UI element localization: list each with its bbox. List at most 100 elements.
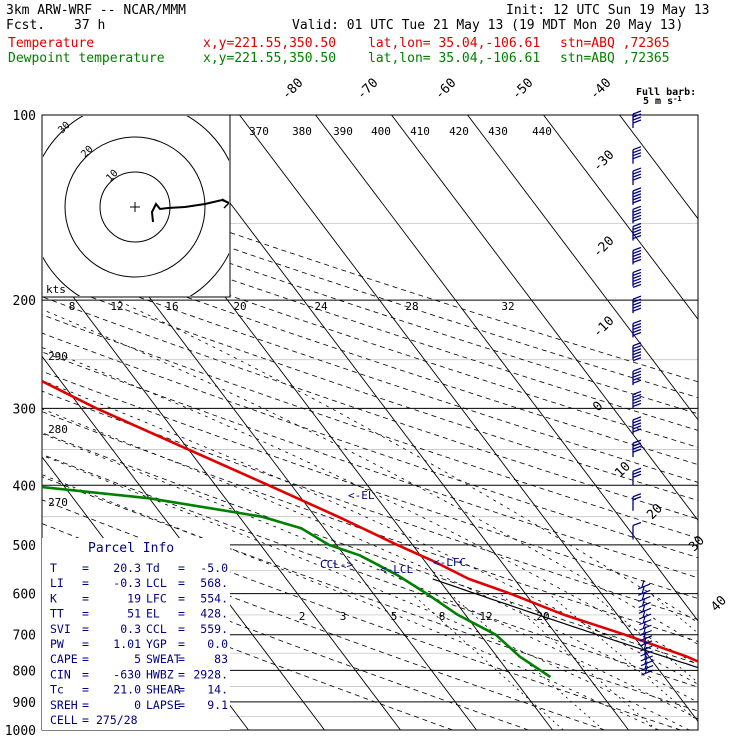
- mixing-ratio-line: [449, 593, 604, 730]
- parcel-value: -5.0: [200, 561, 228, 575]
- theta-label: 430: [488, 125, 508, 138]
- dry-adiabat-line: [42, 244, 698, 466]
- wind-barb-flag: [632, 208, 642, 213]
- wind-barb-flag: [632, 402, 642, 408]
- wind-barb-flag: [632, 370, 642, 375]
- theta-label: 410: [410, 125, 430, 138]
- wind-barb-flag: [632, 354, 642, 359]
- barb-legend-speed: 5 m s: [643, 96, 673, 107]
- wind-barb-low-flag: [642, 620, 647, 629]
- wind-barb-flag: [632, 222, 642, 228]
- wind-barb: [632, 416, 642, 434]
- wind-barb-flag: [632, 399, 642, 405]
- wind-barb-flag: [632, 442, 642, 447]
- wind-barb-flag: [632, 473, 642, 478]
- parcel-value: 554.: [200, 591, 228, 605]
- wind-barb-flag: [632, 367, 642, 372]
- parcel-equals: =: [178, 667, 185, 681]
- wind-barb-flag: [632, 357, 642, 362]
- wind-barb-flag: [632, 214, 642, 219]
- annotation-ccl: CCL->: [320, 558, 353, 571]
- parcel-info-title: Parcel Info: [88, 541, 174, 556]
- parcel-value: 14.: [207, 683, 228, 697]
- wind-barb-flag: [632, 439, 642, 444]
- isotherm-label: -20: [590, 234, 617, 261]
- wind-barb-flag: [632, 379, 642, 384]
- wind-barb-flag: [632, 146, 642, 151]
- theta-label: 440: [532, 125, 552, 138]
- wind-barb-low-flag: [643, 626, 647, 634]
- wind-barb-low-flag: [641, 579, 645, 588]
- dry-adiabat-line: [42, 573, 453, 730]
- wind-barb-flag: [632, 393, 642, 399]
- wind-barb: [632, 205, 642, 224]
- parcel-dry-path: [432, 578, 698, 669]
- wind-barb-low-flag: [644, 656, 648, 664]
- moist-adiabat-line: [42, 379, 698, 685]
- temperature-station: stn=ABQ ,72365: [560, 36, 670, 51]
- wind-barb: [632, 521, 642, 540]
- dewpoint-xy: x,y=221.55,350.50: [203, 51, 337, 66]
- wind-barb: [632, 467, 642, 486]
- theta-label: 370: [249, 125, 269, 138]
- wind-barb-flag: [632, 274, 642, 280]
- dewpoint-station: stn=ABQ ,72365: [560, 51, 670, 66]
- wind-barb-flag: [632, 199, 642, 204]
- wind-barb-flag: [632, 205, 642, 210]
- barb-legend-line2: 5 m s-1: [643, 95, 682, 107]
- isotherm-label: -50: [509, 76, 536, 103]
- parcel-equals: =: [82, 607, 89, 621]
- barb-legend-line1: Full barb:: [636, 87, 696, 98]
- parcel-value: 0: [134, 698, 141, 712]
- moist-adiabat-line: [42, 408, 698, 703]
- theta-label: 400: [371, 125, 391, 138]
- barb-legend-exponent: -1: [673, 95, 681, 103]
- mixing-ratio-line: [592, 593, 698, 683]
- parcel-label: SWEAT: [146, 652, 181, 666]
- wind-barb-flag: [632, 295, 642, 300]
- forecast-hours: 37 h: [74, 18, 106, 33]
- wind-barb-flag: [632, 322, 642, 328]
- wind-barb: [632, 246, 642, 265]
- wind-barb-flag: [632, 173, 642, 178]
- isotherm-label: 10: [612, 459, 634, 481]
- wind-barb-flag: [632, 376, 642, 381]
- pressure-tick-label: 1000: [5, 724, 36, 739]
- parcel-equals: =: [178, 683, 185, 697]
- hodograph-trace: [150, 198, 229, 223]
- temperature-trace: [42, 379, 698, 663]
- isotherm-line: [619, 115, 698, 220]
- wind-barb-flag: [632, 211, 642, 216]
- isotherm-label: 40: [708, 593, 730, 615]
- wind-barb: [632, 390, 642, 409]
- wind-barb-flag: [632, 307, 642, 312]
- parcel-label: TT: [50, 607, 64, 621]
- wind-barb-flag: [632, 319, 642, 325]
- mixing-ratio-line: [650, 593, 698, 634]
- dewpoint-trace: [42, 485, 552, 679]
- wind-barb-flag: [632, 422, 642, 427]
- theta-label: 380: [292, 125, 312, 138]
- temperature-legend: Temperature: [8, 36, 95, 51]
- wind-barb-flag: [632, 246, 642, 252]
- wind-barb-flag: [632, 425, 642, 430]
- isotherm-label: -80: [279, 76, 306, 103]
- dry-adiabat-line: [42, 476, 698, 712]
- wind-barb-flag: [632, 234, 642, 240]
- wind-barb: [632, 110, 642, 129]
- parcel-label: CAPE: [50, 652, 78, 666]
- wind-barb-flag: [632, 345, 642, 350]
- isotherm-label: -60: [432, 76, 459, 103]
- pressure-tick-label: 100: [13, 109, 36, 124]
- wind-barb-flag: [632, 225, 642, 231]
- parcel-label: EL: [146, 607, 160, 621]
- wind-barb-flag: [632, 119, 642, 124]
- parcel-label: LI: [50, 576, 64, 590]
- wind-barb-flag: [632, 280, 642, 286]
- parcel-label: Td: [146, 561, 160, 575]
- isotherm-line: [163, 115, 629, 730]
- wind-barb-flag: [632, 467, 642, 472]
- pressure-tick-label: 300: [13, 402, 36, 417]
- parcel-equals: =: [82, 637, 89, 651]
- dewpoint-legend: Dewpoint temperature: [8, 51, 165, 66]
